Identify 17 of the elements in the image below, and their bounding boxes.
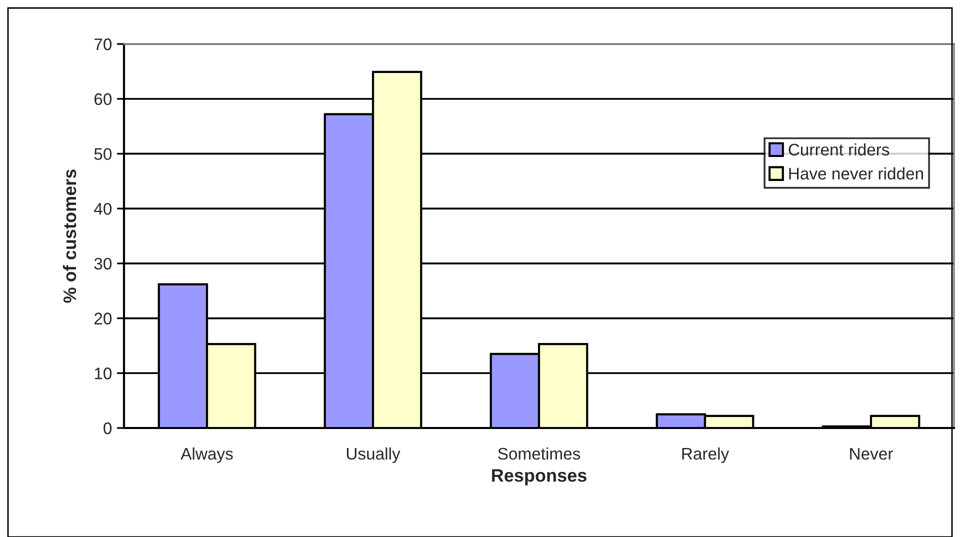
y-tick-label: 50	[94, 148, 112, 160]
y-tick-label: 40	[94, 202, 112, 215]
x-tick-label: Always	[180, 447, 233, 463]
y-tick-label: 30	[94, 258, 112, 270]
y-tick-label: 60	[94, 93, 112, 106]
x-axis-title: Responses	[492, 469, 586, 486]
y-tick-label: 10	[94, 368, 112, 380]
legend-label: Have never ridden	[789, 167, 923, 180]
x-tick-label: Never	[850, 448, 893, 460]
x-tick-label: Usually	[346, 447, 400, 463]
y-tick-label: 20	[94, 312, 112, 324]
y-axis-title: % of customers	[62, 170, 76, 303]
y-tick-label: 0	[104, 422, 112, 434]
y-tick-label: 70	[94, 38, 112, 50]
x-tick-label: Rarely	[682, 447, 730, 463]
x-tick-label: Sometimes	[498, 447, 580, 460]
legend-label: Current riders	[788, 143, 890, 156]
